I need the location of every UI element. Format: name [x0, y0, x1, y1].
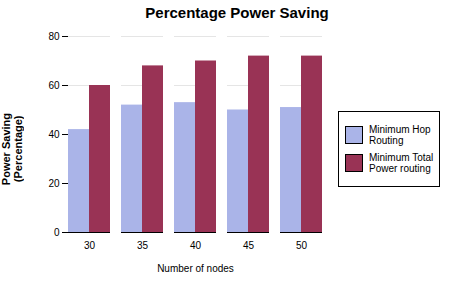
svg-text:45: 45: [243, 240, 255, 251]
html-text:Percentage Power Saving: Percentage Power Saving: [145, 4, 329, 21]
svg-text:35: 35: [137, 240, 149, 251]
svg-text:20: 20: [48, 178, 60, 189]
svg-text:30: 30: [84, 240, 96, 251]
svg-text:0: 0: [54, 227, 60, 238]
svg-text:40: 40: [48, 129, 60, 140]
svg-text:Number of nodes: Number of nodes: [157, 263, 234, 274]
svg-text:40: 40: [190, 240, 202, 251]
html-text:Minimum Total Power routing: Minimum Total Power routing: [369, 152, 434, 174]
svg-text:50: 50: [296, 240, 308, 251]
svg-text:60: 60: [48, 80, 60, 91]
svg-text:80: 80: [48, 31, 60, 42]
html-text:Power Saving (Percentage): Power Saving (Percentage): [0, 112, 24, 186]
html-text:Minimum Hop Routing: Minimum Hop Routing: [369, 124, 431, 146]
